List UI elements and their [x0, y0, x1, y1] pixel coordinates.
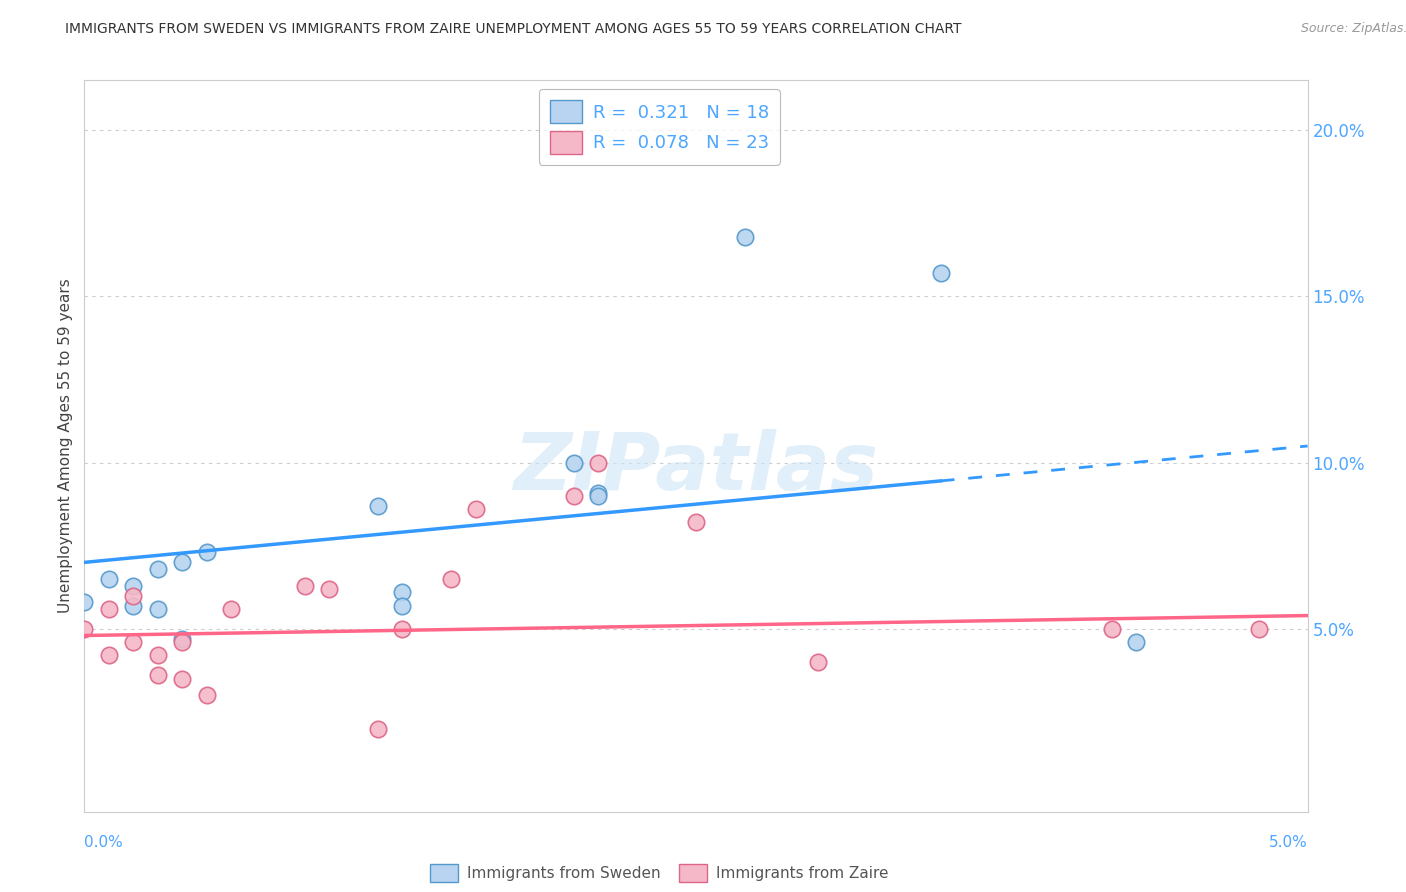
Point: [195, 545, 218, 559]
Y-axis label: Unemployment Among Ages 55 to 59 years: Unemployment Among Ages 55 to 59 years: [58, 278, 73, 614]
Point: [562, 456, 585, 470]
Point: [172, 672, 194, 686]
Point: [440, 572, 463, 586]
Point: [294, 579, 316, 593]
Point: [195, 689, 218, 703]
Point: [122, 599, 145, 613]
Point: [391, 585, 413, 599]
Point: [146, 562, 169, 576]
Point: [146, 602, 169, 616]
Point: [97, 572, 120, 586]
Point: [562, 489, 585, 503]
Point: [219, 602, 242, 616]
Point: [734, 229, 756, 244]
Point: [146, 668, 169, 682]
Point: [73, 595, 96, 609]
Point: [122, 579, 145, 593]
Point: [172, 632, 194, 646]
Point: [464, 502, 486, 516]
Point: [367, 722, 389, 736]
Text: IMMIGRANTS FROM SWEDEN VS IMMIGRANTS FROM ZAIRE UNEMPLOYMENT AMONG AGES 55 TO 59: IMMIGRANTS FROM SWEDEN VS IMMIGRANTS FRO…: [65, 22, 962, 37]
Point: [318, 582, 340, 596]
Point: [367, 499, 389, 513]
Point: [685, 516, 707, 530]
Point: [807, 655, 830, 669]
Legend: Immigrants from Sweden, Immigrants from Zaire: Immigrants from Sweden, Immigrants from …: [425, 858, 894, 888]
Point: [1101, 622, 1123, 636]
Point: [97, 602, 120, 616]
Point: [122, 635, 145, 649]
Point: [586, 456, 609, 470]
Point: [172, 635, 194, 649]
Point: [146, 648, 169, 663]
Text: ZIPatlas: ZIPatlas: [513, 429, 879, 507]
Point: [586, 485, 609, 500]
Text: 5.0%: 5.0%: [1268, 836, 1308, 850]
Point: [73, 622, 96, 636]
Point: [391, 599, 413, 613]
Text: Source: ZipAtlas.com: Source: ZipAtlas.com: [1301, 22, 1406, 36]
Point: [122, 589, 145, 603]
Text: 0.0%: 0.0%: [84, 836, 124, 850]
Point: [586, 489, 609, 503]
Point: [172, 555, 194, 569]
Point: [1247, 622, 1270, 636]
Point: [391, 622, 413, 636]
Point: [97, 648, 120, 663]
Point: [929, 266, 952, 280]
Point: [1125, 635, 1147, 649]
